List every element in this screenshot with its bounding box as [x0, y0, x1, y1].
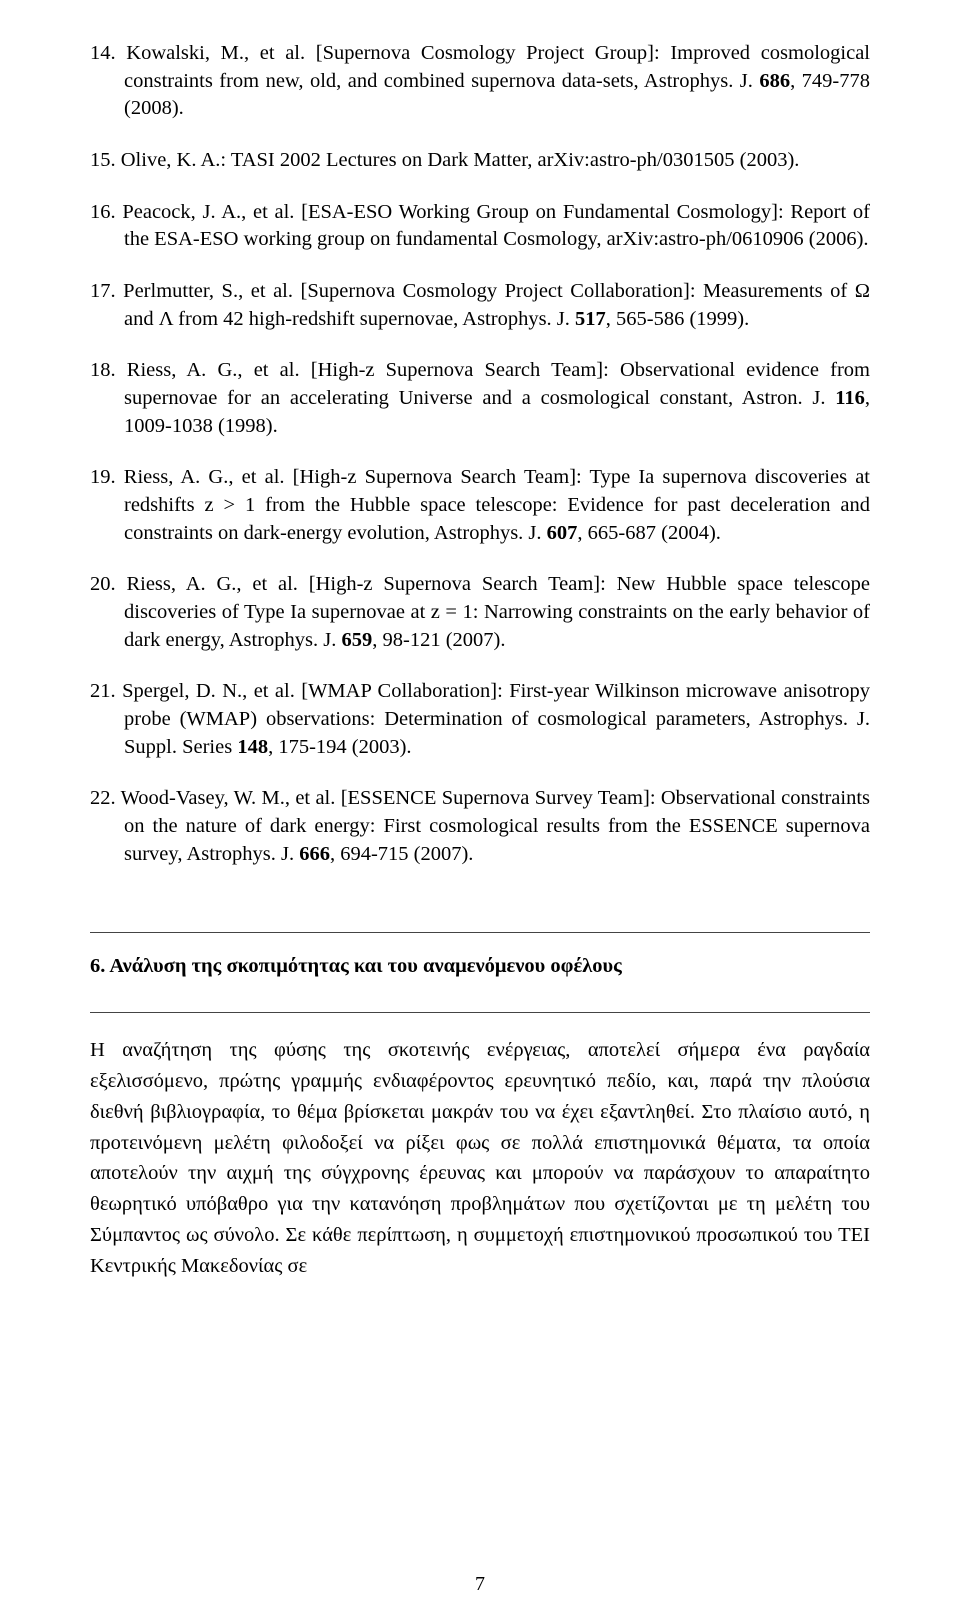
reference-item: 14. Kowalski, M., et al. [Supernova Cosm… [90, 40, 870, 123]
reference-volume-bold: 517 [575, 308, 606, 330]
reference-number: 15. [90, 149, 121, 171]
reference-text-post: , 565-586 (1999). [606, 308, 749, 330]
reference-item: 18. Riess, A. G., et al. [High-z Superno… [90, 357, 870, 440]
reference-item: 21. Spergel, D. N., et al. [WMAP Collabo… [90, 678, 870, 761]
reference-text-pre: Riess, A. G., et al. [High-z Supernova S… [124, 359, 870, 409]
reference-text-post: , 694-715 (2007). [330, 843, 473, 865]
reference-text-pre: Olive, K. A.: TASI 2002 Lectures on Dark… [121, 149, 800, 171]
reference-number: 21. [90, 680, 122, 702]
reference-number: 22. [90, 787, 121, 809]
reference-item: 19. Riess, A. G., et al. [High-z Superno… [90, 464, 870, 547]
reference-text-pre: Wood-Vasey, W. M., et al. [ESSENCE Super… [121, 787, 870, 864]
reference-text-post: , 98-121 (2007). [372, 629, 505, 651]
divider-mid [90, 1012, 870, 1013]
reference-item: 15. Olive, K. A.: TASI 2002 Lectures on … [90, 147, 870, 175]
reference-number: 16. [90, 201, 122, 223]
section-heading: 6. Ανάλυση της σκοπιμότητας και του αναμ… [90, 955, 870, 978]
reference-text-pre: Perlmutter, S., et al. [Supernova Cosmol… [123, 280, 870, 330]
reference-volume-bold: 148 [237, 736, 268, 758]
reference-item: 20. Riess, A. G., et al. [High-z Superno… [90, 571, 870, 654]
section-paragraph: Η αναζήτηση της φύσης της σκοτεινής ενέρ… [90, 1035, 870, 1281]
reference-text-post: , 665-687 (2004). [577, 522, 720, 544]
reference-number: 20. [90, 573, 126, 595]
reference-text-post: , 175-194 (2003). [268, 736, 411, 758]
page-number: 7 [0, 1573, 960, 1596]
reference-number: 14. [90, 42, 126, 64]
reference-item: 22. Wood-Vasey, W. M., et al. [ESSENCE S… [90, 785, 870, 868]
divider-top [90, 932, 870, 933]
reference-number: 17. [90, 280, 123, 302]
reference-item: 16. Peacock, J. A., et al. [ESA-ESO Work… [90, 199, 870, 254]
reference-volume-bold: 686 [759, 70, 790, 92]
reference-text-pre: Peacock, J. A., et al. [ESA-ESO Working … [122, 201, 870, 251]
page: 14. Kowalski, M., et al. [Supernova Cosm… [0, 0, 960, 1614]
reference-volume-bold: 607 [547, 522, 578, 544]
reference-text-pre: Spergel, D. N., et al. [WMAP Collaborati… [122, 680, 870, 757]
reference-volume-bold: 116 [835, 387, 865, 409]
reference-volume-bold: 666 [299, 843, 330, 865]
reference-list: 14. Kowalski, M., et al. [Supernova Cosm… [90, 40, 870, 868]
reference-volume-bold: 659 [342, 629, 373, 651]
reference-number: 18. [90, 359, 127, 381]
reference-item: 17. Perlmutter, S., et al. [Supernova Co… [90, 278, 870, 333]
reference-number: 19. [90, 466, 124, 488]
reference-text-pre: Riess, A. G., et al. [High-z Supernova S… [124, 466, 870, 543]
